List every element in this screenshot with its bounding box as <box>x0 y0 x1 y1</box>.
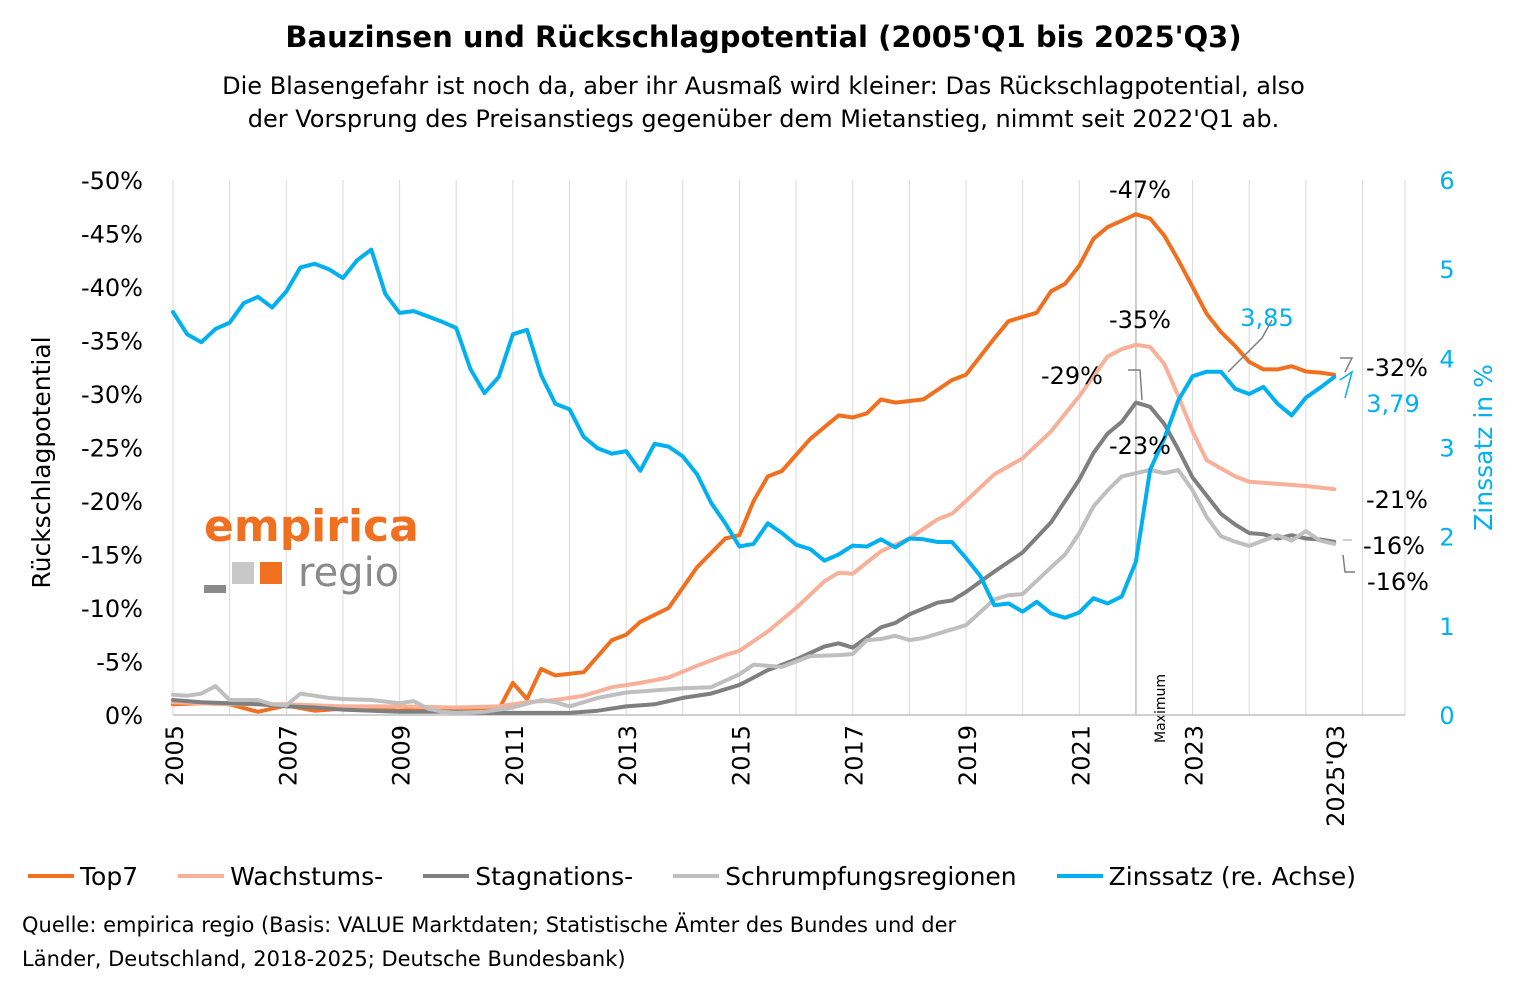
x-tick-label: 2005 <box>161 725 189 786</box>
y-left-tick-label: -45% <box>81 221 143 249</box>
annotation-leader-0 <box>1128 369 1143 401</box>
maximum-label: Maximum <box>1153 674 1169 743</box>
logo-word: empirica <box>204 501 419 552</box>
legend-label: Zinssatz (re. Achse) <box>1108 861 1356 891</box>
source-line-1: Quelle: empirica regio (Basis: VALUE Mar… <box>22 913 957 937</box>
chart-title: Bauzinsen und Rückschlagpotential (2005'… <box>285 20 1242 54</box>
subtitle-line-2: der Vorsprung des Preisanstiegs gegenübe… <box>247 105 1280 133</box>
source-line-2: Länder, Deutschland, 2018-2025; Deutsche… <box>22 947 626 971</box>
legend-label: Stagnations- <box>475 861 634 891</box>
y-left-tick-label: -25% <box>81 435 143 463</box>
x-tick-label: 2023 <box>1181 725 1209 786</box>
y-right-tick-label: 5 <box>1439 256 1454 284</box>
y-left-tick-label: -15% <box>81 542 143 570</box>
legend-swatch <box>1056 874 1103 878</box>
source-note: Quelle: empirica regio (Basis: VALUE Mar… <box>22 908 956 976</box>
annotation-leader-2 <box>1339 370 1354 399</box>
annotation-label: 3,85 <box>1240 304 1293 332</box>
legend-label: Wachstums- <box>230 861 384 891</box>
legend-item: Stagnations- <box>423 862 633 891</box>
logo-sub: regio <box>298 550 400 596</box>
annotation-leader-1 <box>1340 357 1354 373</box>
series-line-schrumpfungsregionen <box>171 468 1337 715</box>
y-right-tick-label: 4 <box>1439 345 1454 373</box>
y-right-tick-label: 3 <box>1439 435 1454 463</box>
empirica-regio-logo: empirica regio <box>204 505 419 593</box>
y-right-tick-label: 6 <box>1439 167 1454 195</box>
x-tick-label: 2007 <box>274 725 302 786</box>
legend-label: Top7 <box>80 861 139 891</box>
x-tick-label: 2017 <box>841 725 869 786</box>
annotation-label: -35% <box>1109 306 1171 334</box>
logo-row: regio <box>204 553 419 593</box>
x-tick-label: 2025'Q3 <box>1322 725 1350 827</box>
annotation-label: -29% <box>1041 362 1103 390</box>
legend-swatch <box>178 874 225 878</box>
chart-subtitle: Die Blasengefahr ist noch da, aber ihr A… <box>0 70 1527 136</box>
legend-item: Zinssatz (re. Achse) <box>1056 861 1356 891</box>
y-right-tick-label: 0 <box>1439 702 1454 730</box>
y-left-axis-title: Rückschlagpotential <box>27 336 56 588</box>
x-tick-label: 2021 <box>1067 725 1095 786</box>
annotation-leader-5 <box>1342 554 1355 573</box>
x-tick-label: 2015 <box>727 725 755 786</box>
annotation-label: -32% <box>1366 354 1428 382</box>
y-right-axis-title: Zinssatz in % <box>1469 364 1498 531</box>
legend-item: Schrumpfungsregionen <box>673 861 1017 891</box>
legend-label: Schrumpfungsregionen <box>725 861 1017 891</box>
chart-canvas: Maximum -50% -45% -40% -35% -30% -25% -20% -15% -… <box>27 167 1498 827</box>
x-tick-label: 2019 <box>954 725 982 786</box>
logo-square-3 <box>260 562 282 584</box>
annotation-leader-3 <box>1227 319 1273 373</box>
annotation-label: -21% <box>1366 486 1428 514</box>
legend-swatch <box>28 874 74 878</box>
x-tick-label: 2011 <box>501 725 529 786</box>
annotation-label: -23% <box>1109 432 1171 460</box>
annotation-label: -16% <box>1367 568 1429 596</box>
subtitle-line-1: Die Blasengefahr ist noch da, aber ihr A… <box>222 72 1305 100</box>
chart-legend: Top7 Wachstums- Stagnations- Schrumpfungsre… <box>28 858 1396 894</box>
y-left-tick-label: -10% <box>81 595 143 623</box>
y-left-tick-label: 0% <box>105 702 143 730</box>
series-line-stagnations- <box>171 400 1337 715</box>
legend-swatch <box>673 874 720 878</box>
x-tick-label: 2013 <box>614 725 642 786</box>
y-left-tick-label: -5% <box>96 649 143 677</box>
legend-item: Top7 <box>28 862 138 891</box>
logo-square-1 <box>204 585 226 593</box>
y-left-tick-label: -30% <box>81 381 143 409</box>
annotation-label: -16% <box>1363 532 1425 560</box>
y-left-tick-label: -40% <box>81 274 143 302</box>
annotation-label: -47% <box>1109 176 1171 204</box>
series-line-zinssatz-re-achse- <box>171 247 1337 620</box>
legend-swatch <box>423 874 470 878</box>
y-left-tick-label: -50% <box>81 167 143 195</box>
y-right-tick-label: 1 <box>1439 613 1454 641</box>
legend-item: Wachstums- <box>178 862 383 891</box>
y-right-tick-label: 2 <box>1439 524 1454 552</box>
series-line-top7 <box>171 212 1337 714</box>
x-tick-label: 2009 <box>388 725 416 786</box>
y-left-tick-label: -35% <box>81 328 143 356</box>
annotation-label: 3,79 <box>1366 390 1419 418</box>
y-left-tick-label: -20% <box>81 488 143 516</box>
logo-square-2 <box>232 562 254 584</box>
